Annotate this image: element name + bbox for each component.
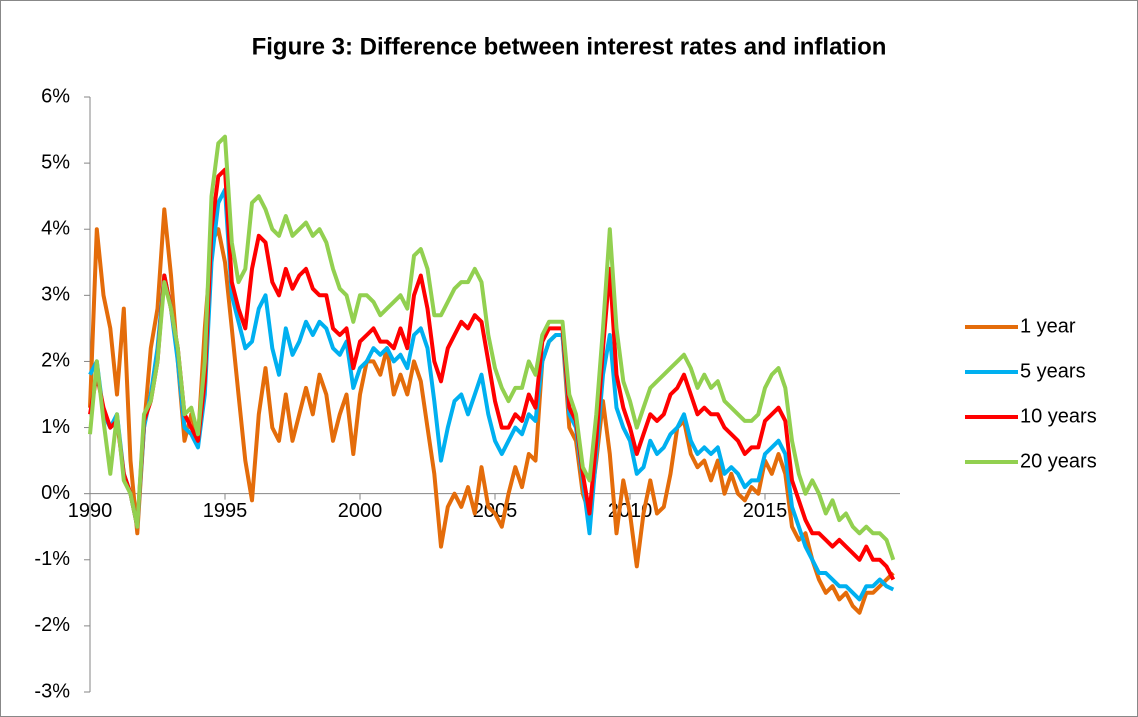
y-tick-label: 3%	[41, 284, 70, 306]
y-tick-label: 2%	[41, 350, 70, 372]
x-tick-label: 1995	[203, 500, 248, 522]
y-tick-label: 1%	[41, 416, 70, 438]
y-tick-label: 0%	[41, 482, 70, 504]
series-line	[88, 167, 896, 581]
legend-label: 1 year	[1020, 315, 1076, 337]
x-tick-label: 1990	[68, 500, 113, 522]
y-tick-label: 4%	[41, 218, 70, 240]
x-tick-label: 2000	[338, 500, 383, 522]
series-line	[88, 134, 896, 561]
y-tick-label: -2%	[34, 614, 70, 636]
series-line	[88, 207, 895, 615]
x-tick-label: 2015	[743, 500, 788, 522]
legend-label: 5 years	[1020, 360, 1086, 382]
series-line	[88, 187, 895, 602]
y-tick-label: 6%	[41, 85, 70, 107]
legend-label: 20 years	[1020, 450, 1097, 472]
chart-title: Figure 3: Difference between interest ra…	[252, 33, 887, 60]
y-tick-label: -1%	[34, 548, 70, 570]
legend-label: 10 years	[1020, 405, 1097, 427]
y-tick-label: -3%	[34, 680, 70, 702]
y-tick-label: 5%	[41, 151, 70, 173]
